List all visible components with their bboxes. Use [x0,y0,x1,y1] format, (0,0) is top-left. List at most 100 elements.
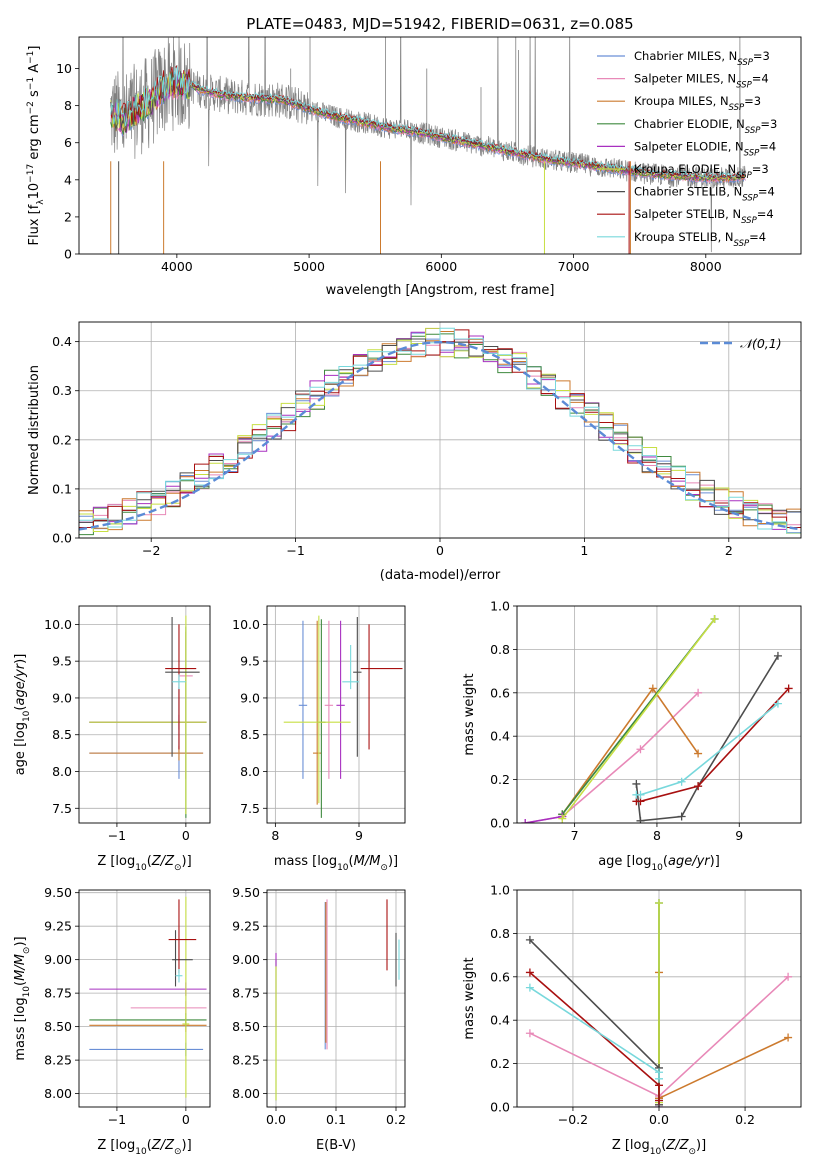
y-tick-label: 8.0 [240,764,260,779]
x-tick-label: −1 [286,543,304,558]
z-mass-panel: −1 0 8.00 8.25 8.50 8.75 9.00 9.25 9.50 Z [log10(… [13,885,211,1157]
axes-frame [266,889,406,1108]
x-tick-label: −1 [108,1112,126,1127]
weight-marker-chab_stelib [632,779,641,788]
weight-line-salp_stelib [636,687,790,803]
z-weight-panel: −0.2 0.0 0.2 0.0 0.2 0.4 0.6 0.8 1.0 Z [log10(Z/Z… [462,883,802,1157]
weight-marker-chab_stelib [773,651,782,660]
x-axis-label: Z [log10(Z/Z⊙)] [97,1138,191,1157]
grid [267,606,405,823]
ebv-mass-panel: 0.0 0.1 0.2 8.00 8.25 8.50 8.75 9.00 9.25 9.50 E(B… [232,885,406,1153]
axes-frame [78,321,802,539]
weight-marker-salp_stelib [694,782,703,791]
y-tick-label: 10.0 [44,617,72,632]
x-tick-label: 8000 [690,259,722,274]
z-age-panel: −1 0 7.5 8.0 8.5 9.0 9.5 10.0 Z [log10(Z/Z⊙)] age… [13,605,211,873]
y-axis-label: mass weight [462,957,477,1039]
plot-area [275,899,400,1101]
y-tick-label: 8.5 [52,727,72,742]
y-tick-label: 9.0 [52,690,72,705]
x-tick-label: 8 [271,828,279,843]
y-tick-label: 0.0 [490,816,510,831]
y-axis-label: age [log10(age/yr)] [13,654,32,776]
y-tick-label: 9.00 [232,952,260,967]
x-tick-label: 0 [182,828,190,843]
weight-line-krou_elodie [561,618,716,820]
weight-marker-krou_elodie [710,615,719,624]
y-tick-label: 8.5 [240,727,260,742]
y-tick-label: 8.00 [232,1086,260,1101]
y-axis-label: Flux [fλ10−17 erg cm−2 s−1 A−1] [26,46,46,246]
y-tick-label: 9.25 [232,919,260,934]
x-tick-label: 9 [355,828,363,843]
y-tick-label: 7.5 [52,801,72,816]
weight-marker-krou_miles [784,1033,793,1042]
legend-label: Chabrier MILES, NSSP=3 [634,49,770,68]
x-tick-label: 2 [725,543,733,558]
legend-label: Chabrier STELIB, NSSP=4 [634,185,775,204]
grid [267,890,405,1107]
weight-marker-salp_miles [525,1029,534,1038]
x-tick-label: 0.0 [266,1112,286,1127]
y-tick-label: 0.0 [52,531,72,546]
weight-line-krou_miles [658,972,789,1100]
weight-marker-krou_stelib [773,699,782,708]
weight-line-salp_miles [525,692,699,823]
grid [79,890,210,1107]
x-tick-label: 0.0 [649,1112,669,1127]
y-tick-label: 0.0 [490,1100,510,1115]
y-tick-label: 2 [64,209,72,224]
y-axis-label: mass weight [462,673,477,755]
x-axis-label: Z [log10(Z/Z⊙)] [97,854,191,873]
mass-age-panel: 8 9 7.5 8.0 8.5 9.0 9.5 10.0 mass [log10(M/M⊙)] [232,605,406,873]
plot-area [525,899,793,1107]
axes-frame [78,889,211,1108]
plot-area [89,896,207,1098]
legend-label: Kroupa MILES, NSSP=3 [634,94,761,113]
axes-frame [78,605,211,824]
axes-frame [516,605,802,824]
x-tick-label: 0.2 [735,1112,755,1127]
x-tick-label: 9 [735,828,743,843]
legend: Chabrier MILES, NSSP=3 Salpeter MILES, NS… [597,49,777,249]
y-tick-label: 9.50 [44,885,72,900]
x-tick-label: 4000 [161,259,193,274]
x-axis-label: wavelength [Angstrom, rest frame] [326,283,555,298]
legend-label: Salpeter MILES, NSSP=4 [634,72,769,91]
y-tick-label: 8.50 [232,1019,260,1034]
y-tick-label: 0.8 [490,926,510,941]
x-axis-label: Z [log10(Z/Z⊙)] [612,1138,706,1157]
y-tick-label: 9.5 [52,654,72,669]
axes-frame [266,605,406,824]
x-axis-label: (data-model)/error [380,568,501,583]
x-tick-label: 8 [653,828,661,843]
model-spectrum-chab_stelib [110,71,746,180]
y-tick-label: 9.00 [44,952,72,967]
histogram-krou_stelib [79,327,801,534]
figure-title: PLATE=0483, MJD=51942, FIBERID=0631, z=0… [246,15,633,33]
weight-marker-krou_elodie [655,899,663,908]
y-tick-label: 7.5 [240,801,260,816]
legend-label: Salpeter STELIB, NSSP=4 [634,207,774,226]
weight-line-salp_elodie [525,815,563,823]
x-tick-label: 0.2 [386,1112,406,1127]
x-tick-label: 1 [580,543,588,558]
y-tick-label: 6 [64,135,72,150]
y-tick-label: 1.0 [490,599,510,614]
y-tick-label: 0.4 [52,334,72,349]
y-tick-label: 8.50 [44,1019,72,1034]
weight-marker-krou_stelib [655,1074,663,1083]
y-tick-label: 0.4 [490,729,510,744]
x-tick-label: 5000 [293,259,325,274]
weight-marker-krou_elodie [558,814,567,823]
age-weight-panel: 7 8 9 0.0 0.2 0.4 0.6 0.8 1.0 age [log10(age/yr)]… [462,599,802,873]
y-tick-label: 10 [56,61,72,76]
y-tick-label: 0.2 [52,432,72,447]
x-tick-label: −0.2 [558,1112,588,1127]
y-tick-label: 8.75 [44,986,72,1001]
y-tick-label: 0.6 [490,969,510,984]
weight-marker-chab_stelib [636,816,645,823]
y-tick-label: 9.50 [232,885,260,900]
histogram-salp_stelib [79,329,801,528]
plot-area [521,615,793,823]
